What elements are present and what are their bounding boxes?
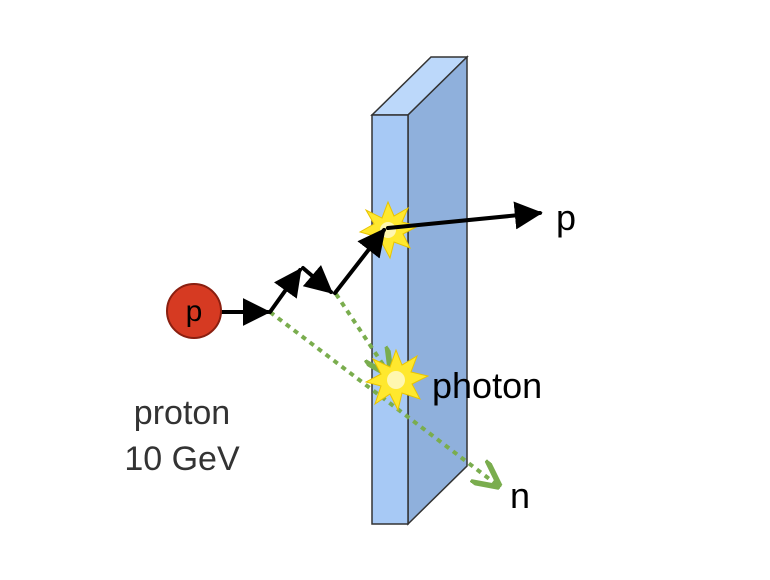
- plate-side-face: [407, 55, 468, 526]
- photon-label: photon: [432, 365, 542, 406]
- outgoing-proton-track: [386, 201, 543, 230]
- proton-circle-shape: [166, 283, 222, 339]
- plate-front-face: [371, 114, 409, 525]
- proton-circle-label: p: [186, 295, 203, 328]
- track-segment-2: [301, 264, 334, 294]
- neutron-label: n: [510, 475, 530, 516]
- outgoing-proton-label: p: [556, 197, 576, 238]
- track-segment-1: [268, 267, 302, 314]
- proton-circle: p: [166, 283, 222, 339]
- incoming-label-line2: 10 GeV: [124, 440, 240, 478]
- detector-plate: [370, 55, 469, 526]
- charged-tracks: [218, 201, 543, 326]
- track-segment-3: [333, 227, 386, 295]
- interaction-flash-lower: [364, 348, 430, 412]
- incoming-label-line1: proton: [134, 394, 230, 432]
- flash-lower-core: [387, 371, 405, 389]
